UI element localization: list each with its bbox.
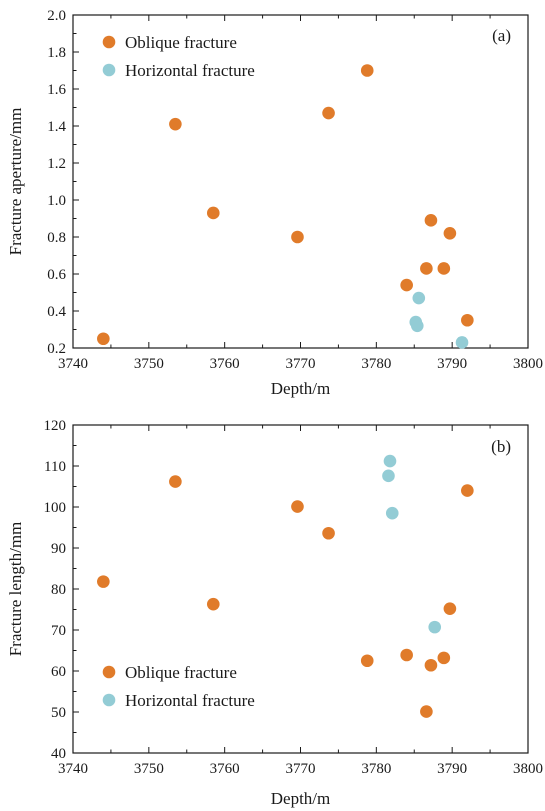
y-tick-label: 0.8 [47,230,66,246]
series-horizontal [409,291,469,349]
legend-label: Horizontal fracture [125,61,255,80]
y-tick-label: 120 [44,418,67,434]
data-point [455,336,469,349]
x-tick-label: 3770 [286,761,316,777]
data-point [360,654,374,668]
panel-label: (b) [491,437,511,456]
data-point [420,705,433,718]
data-point [291,230,304,244]
data-point [206,597,220,611]
data-point [385,506,399,520]
x-tick-label: 3800 [513,761,543,777]
y-tick-label: 0.6 [47,267,66,283]
y-tick-label: 2.0 [47,8,66,24]
x-axis-title: Depth/m [271,379,331,398]
y-tick-label: 1.4 [47,119,66,135]
y-tick-label: 80 [51,582,66,598]
y-tick-label: 1.2 [47,156,66,172]
data-point [443,227,457,240]
x-axis-title: Depth/m [271,789,331,808]
x-tick-label: 3780 [361,761,391,777]
legend-marker [102,665,116,679]
x-tick-label: 3760 [210,356,240,372]
x-tick-label: 3740 [58,761,88,777]
data-point [437,262,451,275]
data-point [97,332,110,346]
y-tick-label: 1.8 [47,45,66,61]
data-point [420,262,433,275]
y-tick-label: 50 [51,705,66,721]
y-axis-title: Fracture aperture/mm [6,108,25,256]
legend-label: Horizontal fracture [125,691,255,710]
x-tick-label: 3740 [58,356,88,372]
x-tick-label: 3750 [134,356,164,372]
data-point [437,651,451,665]
panel-b-length-chart: 3740 3750 3760 3770 3780 3790 3800 40 50 60 70 80 90… [6,418,543,808]
data-point [322,106,335,120]
x-tick-label: 3770 [286,356,316,372]
data-point [400,648,413,662]
x-tick-label: 3790 [437,356,467,372]
y-tick-label: 1.6 [47,82,66,98]
legend-marker [102,693,116,707]
data-point [322,526,335,540]
panel-a-aperture-chart: 3740 3750 3760 3770 3780 3790 3800 0.2 0.4 0.6 0.8… [6,8,543,398]
y-tick-label: 0.4 [47,304,66,320]
data-point [169,117,182,131]
y-axis-title: Fracture length/mm [6,522,25,657]
y-tick-label: 100 [44,500,67,516]
data-point [360,64,374,77]
data-point [291,500,304,513]
x-tick-label: 3790 [437,761,467,777]
y-tick-label: 40 [51,746,66,762]
legend-label: Oblique fracture [125,33,237,52]
panel-label: (a) [492,26,511,45]
x-tick-label: 3800 [513,356,543,372]
y-tick-label: 70 [51,623,66,639]
legend-marker [102,35,116,49]
data-point [97,575,110,588]
data-point [443,602,457,615]
x-tick-label: 3780 [361,356,391,372]
y-tick-label: 110 [44,459,66,475]
data-point [383,454,397,468]
x-tick-label: 3760 [210,761,240,777]
data-point [206,206,220,220]
data-point [461,313,474,327]
legend-marker [102,63,116,77]
data-point [410,319,424,333]
y-tick-label: 0.2 [47,341,66,357]
data-point [400,278,413,292]
data-point [169,475,182,488]
data-point [461,484,474,497]
y-tick-label: 60 [51,664,66,680]
data-point [424,214,438,227]
x-tick-label: 3750 [134,761,164,777]
data-point [424,658,438,672]
legend-label: Oblique fracture [125,663,237,682]
data-point [412,291,426,305]
data-point [382,469,395,483]
data-point [428,620,442,634]
y-tick-label: 90 [51,541,66,557]
series-oblique [97,475,474,718]
series-oblique [97,64,474,346]
series-horizontal [382,454,442,634]
y-tick-label: 1.0 [47,193,66,209]
